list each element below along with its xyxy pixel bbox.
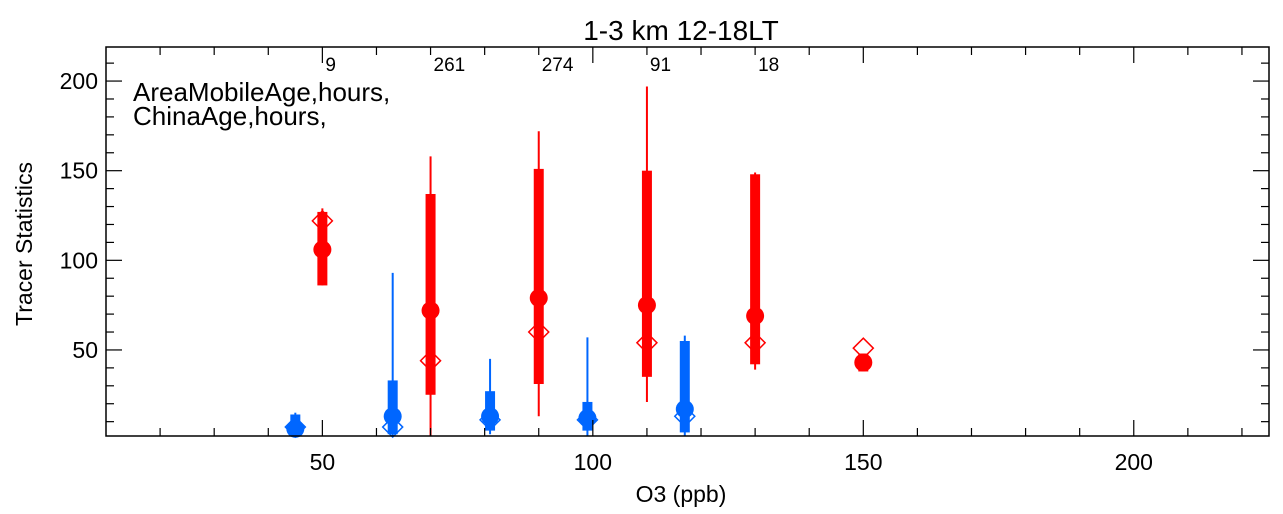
series-chinaage-hours — [311, 86, 875, 436]
x-tick-label: 50 — [310, 449, 336, 475]
mean-point — [637, 296, 656, 315]
median-marker — [635, 331, 658, 354]
axes: 50 100 150 200 50 100 150 200 — [60, 46, 1270, 475]
mean-point — [313, 240, 332, 259]
y-tick-label: 50 — [72, 337, 98, 363]
plot-frame — [105, 46, 1270, 437]
mean-point — [383, 407, 402, 426]
x-tick-label: 200 — [1115, 449, 1153, 475]
median-marker — [744, 331, 767, 354]
sample-count: 9 — [325, 55, 336, 76]
mean-point — [675, 400, 694, 419]
sample-count: 91 — [650, 55, 671, 76]
mean-point — [854, 353, 873, 372]
series-areamobileage-hours — [284, 272, 696, 439]
chart-title: 1-3 km 12-18LT — [583, 15, 779, 46]
median-marker — [311, 209, 334, 232]
plot-series — [284, 86, 875, 439]
sample-count: 18 — [758, 55, 779, 76]
iqr-bar — [679, 340, 690, 433]
iqr-bar — [533, 168, 544, 385]
legend-entry-area-mobile-age: AreaMobileAge,hours, — [133, 77, 390, 107]
x-axis-label: O3 (ppb) — [636, 481, 727, 507]
iqr-bar — [750, 174, 761, 365]
x-tick-label: 100 — [574, 449, 612, 475]
mean-point — [746, 306, 765, 325]
x-tick-label: 150 — [844, 449, 882, 475]
median-marker — [527, 320, 550, 344]
mean-point — [529, 288, 548, 307]
iqr-bar — [641, 170, 652, 377]
mean-point — [286, 419, 305, 438]
iqr-bar — [425, 193, 436, 395]
sample-count: 261 — [434, 55, 466, 76]
legend-entry-china-age: ChinaAge,hours, — [133, 101, 327, 131]
y-tick-label: 200 — [60, 68, 98, 94]
median-marker — [381, 415, 404, 439]
mean-point — [481, 407, 500, 426]
median-marker — [419, 349, 442, 372]
y-tick-label: 100 — [60, 247, 98, 273]
y-tick-label: 150 — [60, 158, 98, 184]
mean-point — [578, 409, 597, 428]
legend: AreaMobileAge,hours, ChinaAge,hours, — [133, 77, 390, 131]
mean-point — [421, 301, 440, 320]
sample-count: 274 — [542, 55, 574, 76]
y-axis-label: Tracer Statistics — [11, 162, 37, 326]
sample-counts: 9 261 274 91 18 — [325, 55, 779, 76]
